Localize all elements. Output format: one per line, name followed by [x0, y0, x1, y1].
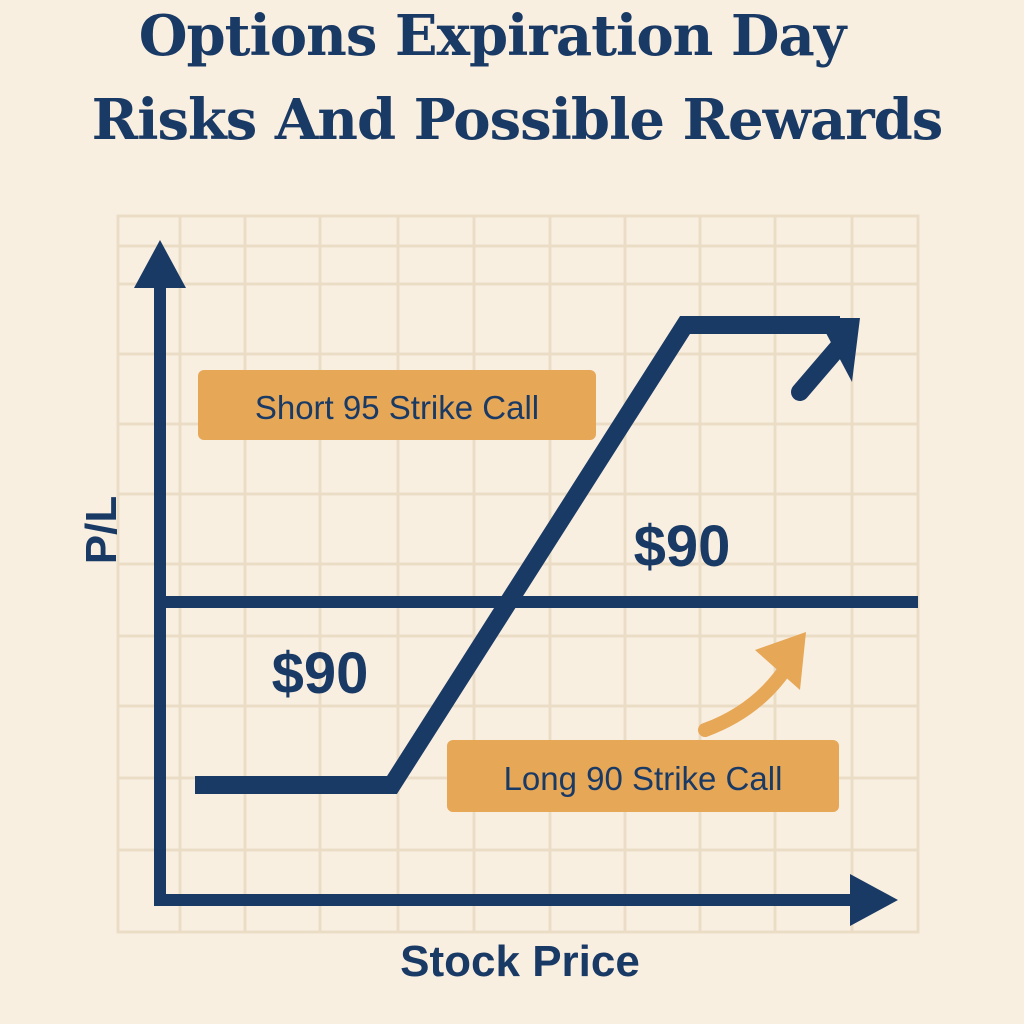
- short-call-box: [198, 370, 596, 440]
- title-line-2: Risks And Possible Rewards: [91, 87, 944, 153]
- long-call-label: Long 90 Strike Call: [504, 760, 783, 797]
- title-line-1: Options Expiration Day: [138, 3, 847, 69]
- long-call-box: [447, 740, 839, 812]
- lower-price-label: $90: [272, 641, 369, 706]
- upper-price-label: $90: [634, 514, 731, 579]
- gold-arrow-head: [755, 632, 806, 690]
- short-call-label: Short 95 Strike Call: [255, 389, 539, 426]
- grid-lines: [118, 216, 918, 932]
- x-axis-arrow: [850, 874, 898, 926]
- y-axis-arrow: [134, 240, 186, 288]
- payoff-line: [195, 316, 840, 794]
- grid-border: [116, 214, 920, 934]
- y-axis-label: P/L: [77, 496, 126, 564]
- payoff-end-arrow-head: [818, 318, 860, 382]
- gold-curved-arrow: [698, 655, 797, 737]
- x-axis-label: Stock Price: [400, 937, 640, 986]
